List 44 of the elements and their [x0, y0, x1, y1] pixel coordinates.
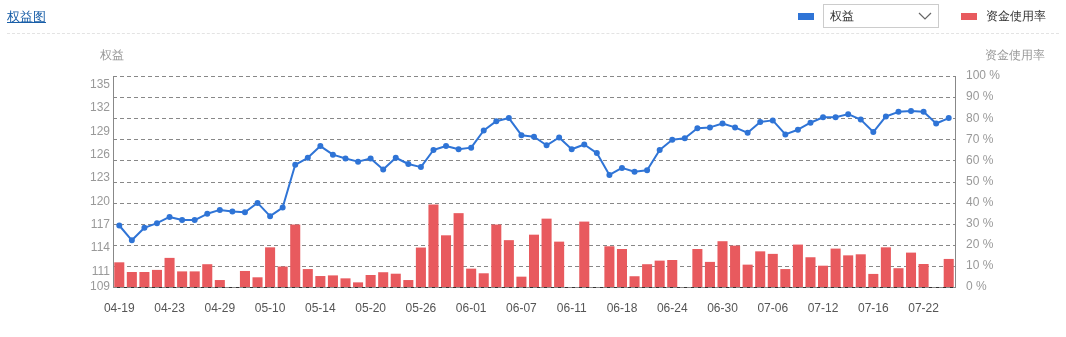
y-tick-label: 120: [89, 193, 111, 208]
y-tick-label: 129: [89, 123, 111, 138]
y2-tick-label: 40 %: [966, 194, 994, 209]
y-tick-label: 135: [89, 76, 111, 91]
x-tick-label: 07-12: [807, 300, 839, 315]
x-tick-label: 06-24: [656, 300, 688, 315]
x-tick-label: 06-01: [455, 300, 487, 315]
x-tick-label: 06-30: [707, 300, 739, 315]
y-tick-label: 123: [89, 170, 111, 185]
y-tick-label: 126: [89, 146, 111, 161]
y2-tick-label: 10 %: [966, 258, 994, 273]
y2-tick-label: 30 %: [966, 216, 994, 231]
x-tick-label: 06-18: [606, 300, 638, 315]
y2-tick-label: 70 %: [966, 131, 994, 146]
x-tick-label: 06-07: [506, 300, 538, 315]
y2-tick-label: 50 %: [966, 173, 994, 188]
y2-tick-label: 80 %: [966, 110, 994, 125]
y-tick-label: 132: [89, 100, 111, 115]
x-tick-label: 04-29: [204, 300, 236, 315]
y2-tick-label: 100 %: [966, 68, 1001, 83]
y2-tick-label: 20 %: [966, 237, 994, 252]
legend-label: 资金使用率: [986, 7, 1046, 25]
x-tick-label: 05-10: [254, 300, 286, 315]
y2-tick-label: 0 %: [966, 279, 988, 294]
y2-axis-title: 资金使用率: [985, 48, 1045, 63]
y-tick-label: 109: [89, 279, 111, 294]
chart-title: 权益图: [7, 8, 46, 26]
x-tick-label: 05-20: [355, 300, 387, 315]
x-tick-label: 06-11: [556, 300, 587, 315]
y-tick-label: 114: [90, 240, 111, 255]
dropdown-field: 权益: [823, 4, 939, 28]
y2-tick-label: 60 %: [966, 152, 994, 167]
x-tick-label: 04-23: [154, 300, 186, 315]
y-tick-label: 111: [91, 263, 111, 278]
legend-label: 权益: [830, 7, 854, 25]
x-tick-label: 05-26: [405, 300, 437, 315]
x-tick-label: 07-16: [857, 300, 889, 315]
x-tick-label: 05-14: [305, 300, 337, 315]
x-tick-label: 07-22: [908, 300, 940, 315]
y-axis-title: 权益: [99, 48, 124, 63]
x-tick-label: 04-19: [103, 300, 135, 315]
y2-tick-label: 90 %: [966, 89, 994, 104]
x-tick-label: 07-06: [757, 300, 789, 315]
y-tick-label: 117: [90, 217, 111, 232]
